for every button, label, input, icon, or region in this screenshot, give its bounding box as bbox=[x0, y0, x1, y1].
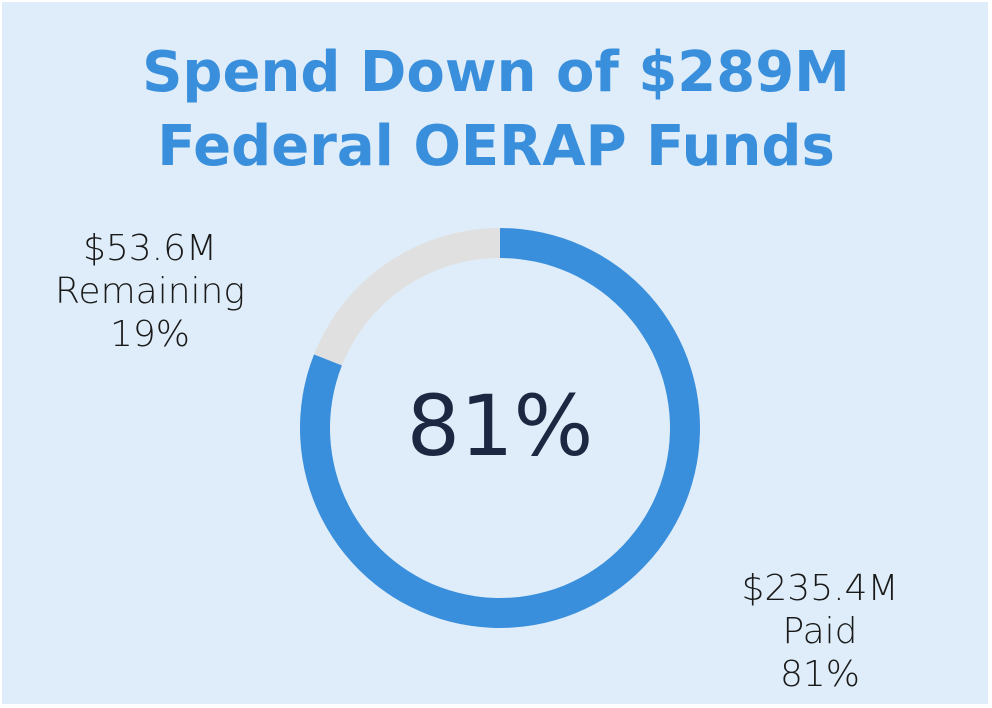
value-label: 81% bbox=[780, 654, 860, 695]
donut-segment bbox=[314, 228, 500, 366]
amount-label: $235.4M bbox=[741, 568, 898, 609]
chart-title: Federal OERAP Funds bbox=[157, 114, 835, 179]
category-label: Paid bbox=[782, 611, 857, 652]
value-label: 19% bbox=[110, 314, 190, 355]
chart-title: Spend Down of $289M bbox=[142, 40, 850, 105]
category-label: Remaining bbox=[55, 271, 245, 312]
amount-label: $53.6M bbox=[83, 228, 217, 269]
center-label: 81% bbox=[407, 377, 594, 475]
